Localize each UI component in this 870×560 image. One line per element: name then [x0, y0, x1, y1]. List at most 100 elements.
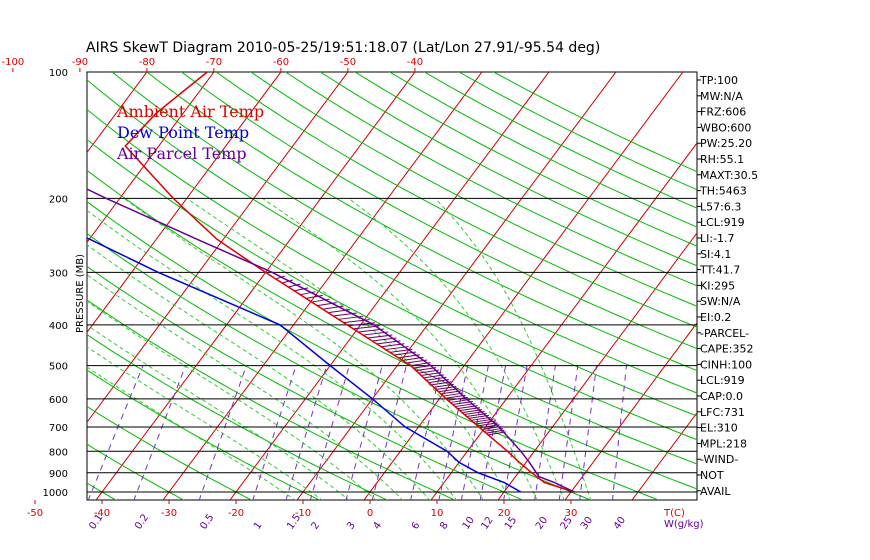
cape-hatch-line: [281, 279, 294, 284]
isotherm-line: [87, 72, 215, 244]
index-value: AVAIL: [700, 485, 731, 498]
isotherm-line: [229, 72, 550, 500]
index-value: RH:55.1: [700, 153, 744, 166]
isotherm-line: [564, 322, 697, 500]
bottom-temp-tick-label: -50: [27, 508, 43, 519]
index-value: -PARCEL-: [700, 327, 749, 340]
dry-adiabat-line: [284, 72, 697, 287]
mixing-ratio-line: [534, 365, 556, 500]
stability-indices: TP:100 MW:N/A FRZ:606 WBO:600 PW:25.20 RH:55.…: [697, 74, 758, 498]
diagram-background-lines: [87, 72, 697, 500]
mixing-ratio-tick-label: 10: [461, 515, 477, 532]
pressure-tick-label: 400: [49, 321, 68, 332]
chart-title: AIRS SkewT Diagram 2010-05-25/19:51:18.0…: [86, 40, 600, 56]
index-value: LFC:731: [700, 406, 745, 419]
mixing-ratio-line: [479, 365, 507, 500]
index-value: MAXT:30.5: [700, 169, 758, 182]
mixing-ratio-tick-label: 8: [438, 520, 451, 532]
index-value: EL:310: [700, 422, 738, 435]
index-value: MW:N/A: [700, 90, 743, 103]
moist-adiabat-line: [87, 324, 350, 500]
dry-adiabat-line: [87, 169, 697, 490]
dry-adiabat-line: [180, 72, 697, 350]
cape-hatch-line: [275, 275, 286, 280]
dry-adiabat-line: [87, 443, 185, 500]
bottom-temp-tick-label: 20: [498, 508, 511, 519]
moist-adiabat-line: [87, 244, 431, 500]
moist-adiabat-line: [87, 274, 404, 500]
mixing-ratio-tick-label: 4: [371, 520, 384, 532]
mixing-ratio-line: [371, 365, 407, 500]
mixing-ratio-line: [133, 365, 187, 500]
index-value: TT:41.7: [699, 264, 740, 277]
pressure-tick-label: 100: [49, 68, 68, 79]
isobar-lines: [87, 197, 697, 493]
isotherm-line: [87, 72, 282, 334]
index-value: SI:4.1: [700, 248, 731, 261]
isotherm-line: [87, 72, 349, 424]
index-value: -WIND-: [700, 453, 738, 466]
pressure-tick-label: 700: [49, 423, 68, 434]
dry-adiabat-line: [250, 72, 697, 307]
isotherm-line: [430, 142, 697, 500]
dry-adiabat-line: [87, 138, 697, 465]
index-value: EI:0.2: [700, 311, 731, 324]
index-value: L57:6.3: [700, 200, 741, 213]
index-value: MPL:218: [700, 437, 747, 450]
dry-adiabat-line: [87, 79, 697, 417]
bottom-temp-tick-label: -10: [295, 508, 311, 519]
mixing-ratio-line: [438, 365, 469, 500]
mixing-ratio-tick-label: 0.5: [198, 512, 216, 531]
dry-adiabat-line: [319, 72, 697, 267]
dry-adiabat-line: [87, 299, 457, 500]
moist-adiabat-line: [123, 197, 485, 500]
dry-adiabat-line: [87, 334, 389, 500]
dry-adiabat-line: [353, 72, 697, 247]
top-temp-tick-label: -40: [407, 57, 423, 68]
dry-adiabat-line: [87, 405, 253, 500]
x-axis-label-temp: T(C): [663, 508, 685, 519]
isotherm-line: [497, 232, 697, 500]
index-value: SW:N/A: [700, 295, 741, 308]
cape-hatch-line: [311, 298, 330, 303]
mixing-ratio-tick-label: 30: [579, 515, 595, 532]
mixing-ratio-line: [410, 365, 443, 500]
mixing-ratio-line: [460, 365, 489, 500]
mixing-ratio-tick-label: 3: [345, 520, 358, 532]
mixing-ratio-tick-label: 1: [252, 520, 265, 532]
index-value: NOT: [700, 469, 724, 482]
mixing-ratio-line: [558, 365, 579, 500]
cape-hatch-line: [288, 283, 301, 288]
top-temp-tick-label: -70: [206, 57, 222, 68]
bottom-temp-tick-label: 30: [565, 508, 578, 519]
bottom-temp-tick-label: -20: [228, 508, 244, 519]
mixing-ratio-line: [579, 365, 597, 500]
sounding-profiles: [87, 72, 575, 493]
moist-adiabat-line: [186, 197, 511, 500]
x-axis-label-mixing: W(g/kg): [664, 519, 704, 530]
pressure-tick-label: 300: [49, 268, 68, 279]
mixing-ratio-line: [285, 365, 328, 500]
isotherm-line: [87, 72, 148, 154]
mixing-ratio-tick-label: 0.2: [133, 512, 151, 531]
cape-hatch-line: [300, 291, 316, 296]
moist-adiabat-line: [348, 198, 565, 500]
index-value: LI:-1.7: [700, 232, 735, 245]
isotherm-line: [363, 72, 684, 500]
top-temp-tick-label: -90: [72, 57, 88, 68]
moist-adiabat-line: [434, 198, 592, 500]
legend-ambient-air-temp: Ambient Air Temp: [116, 102, 264, 121]
bottom-temp-tick-label: -40: [94, 508, 110, 519]
y-axis-label: PRESSURE (MB): [75, 254, 86, 333]
pressure-tick-label: 800: [49, 447, 68, 458]
mixing-ratio-tick-label: 12: [479, 515, 495, 532]
cape-hatch-line: [305, 294, 323, 299]
index-value: CAP:0.0: [700, 390, 743, 403]
index-value: TH:5463: [699, 185, 747, 198]
pressure-tick-labels: 100 200 300 400 500 600 700 800 900 1000: [43, 68, 68, 499]
mixing-ratio-tick-label: 2: [310, 520, 323, 532]
index-value: LCL:919: [700, 216, 745, 229]
top-temp-tick-label: -100: [2, 57, 25, 68]
index-value: LCL:919: [700, 374, 745, 387]
mixing-ratio-tick-label: 6: [410, 520, 423, 532]
